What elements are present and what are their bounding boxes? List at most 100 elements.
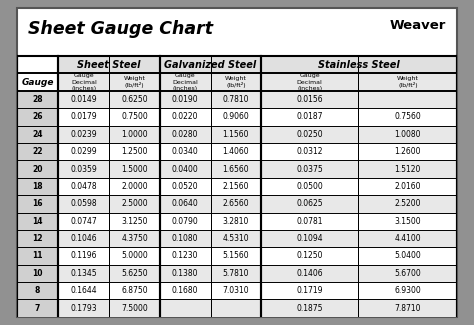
Text: 0.0299: 0.0299	[71, 147, 97, 156]
Text: Galvanized Steel: Galvanized Steel	[164, 60, 257, 70]
Text: 0.1080: 0.1080	[172, 234, 199, 243]
Text: Gauge
Decimal
(inches): Gauge Decimal (inches)	[173, 73, 198, 91]
Text: 6.8750: 6.8750	[121, 286, 148, 295]
Text: 0.6250: 0.6250	[121, 95, 148, 104]
FancyBboxPatch shape	[261, 73, 457, 91]
Text: 0.9060: 0.9060	[222, 112, 249, 121]
Text: 0.0149: 0.0149	[71, 95, 97, 104]
FancyBboxPatch shape	[58, 73, 160, 91]
Text: 14: 14	[32, 217, 43, 226]
FancyBboxPatch shape	[160, 56, 261, 73]
Text: 1.5120: 1.5120	[395, 164, 421, 174]
Text: Gauge
Decimal
(inches): Gauge Decimal (inches)	[71, 73, 97, 91]
Text: 0.0220: 0.0220	[172, 112, 199, 121]
Text: 7.0310: 7.0310	[223, 286, 249, 295]
Text: 26: 26	[32, 112, 43, 121]
Text: 1.5000: 1.5000	[121, 164, 148, 174]
Text: 0.0179: 0.0179	[71, 112, 97, 121]
FancyBboxPatch shape	[17, 108, 58, 125]
FancyBboxPatch shape	[17, 91, 58, 108]
Text: 10: 10	[32, 269, 43, 278]
Text: 1.2600: 1.2600	[394, 147, 421, 156]
FancyBboxPatch shape	[17, 282, 457, 299]
Text: Weight
(lb/ft²): Weight (lb/ft²)	[124, 76, 146, 88]
Text: 0.0781: 0.0781	[296, 217, 323, 226]
Text: 16: 16	[32, 199, 43, 208]
Text: 4.3750: 4.3750	[121, 234, 148, 243]
Text: 8: 8	[35, 286, 40, 295]
Text: Stainless Steel: Stainless Steel	[319, 60, 400, 70]
Text: 5.6700: 5.6700	[394, 269, 421, 278]
Text: 0.0250: 0.0250	[296, 130, 323, 139]
FancyBboxPatch shape	[160, 73, 261, 91]
FancyBboxPatch shape	[17, 143, 58, 160]
FancyBboxPatch shape	[17, 108, 457, 125]
Text: 5.0000: 5.0000	[121, 252, 148, 261]
FancyBboxPatch shape	[58, 56, 160, 73]
FancyBboxPatch shape	[17, 230, 58, 247]
Text: 2.5200: 2.5200	[394, 199, 421, 208]
Text: 0.1046: 0.1046	[71, 234, 97, 243]
Text: 0.0625: 0.0625	[296, 199, 323, 208]
Text: 0.1250: 0.1250	[296, 252, 323, 261]
Text: 3.1250: 3.1250	[121, 217, 148, 226]
FancyBboxPatch shape	[17, 160, 457, 178]
Text: 0.1719: 0.1719	[296, 286, 323, 295]
Text: 0.0280: 0.0280	[172, 130, 199, 139]
FancyBboxPatch shape	[17, 299, 457, 317]
FancyBboxPatch shape	[17, 230, 457, 247]
Text: 1.0000: 1.0000	[121, 130, 148, 139]
Text: 2.1560: 2.1560	[223, 182, 249, 191]
Text: 11: 11	[32, 252, 43, 261]
Text: 1.1560: 1.1560	[223, 130, 249, 139]
FancyBboxPatch shape	[17, 125, 457, 143]
FancyBboxPatch shape	[17, 247, 457, 265]
Text: 0.0500: 0.0500	[296, 182, 323, 191]
Text: 0.0239: 0.0239	[71, 130, 97, 139]
Text: Gauge
Decimal
(inches): Gauge Decimal (inches)	[297, 73, 323, 91]
FancyBboxPatch shape	[17, 160, 58, 178]
Text: 0.7560: 0.7560	[394, 112, 421, 121]
Text: Weaver: Weaver	[390, 20, 447, 32]
FancyBboxPatch shape	[17, 91, 457, 108]
FancyBboxPatch shape	[261, 56, 457, 73]
Text: 0.1644: 0.1644	[71, 286, 97, 295]
Text: 0.1680: 0.1680	[172, 286, 199, 295]
FancyBboxPatch shape	[17, 247, 58, 265]
Text: 22: 22	[32, 147, 43, 156]
Text: 0.0790: 0.0790	[172, 217, 199, 226]
Text: 3.2810: 3.2810	[223, 217, 249, 226]
Text: 0.0187: 0.0187	[296, 112, 323, 121]
Text: 1.2500: 1.2500	[121, 147, 148, 156]
Text: 0.0312: 0.0312	[296, 147, 323, 156]
FancyBboxPatch shape	[17, 265, 58, 282]
Text: 3.1500: 3.1500	[394, 217, 421, 226]
FancyBboxPatch shape	[17, 143, 457, 160]
FancyBboxPatch shape	[17, 265, 457, 282]
Text: Gauge: Gauge	[21, 78, 54, 86]
Text: 0.1793: 0.1793	[71, 304, 97, 313]
Text: 0.1094: 0.1094	[296, 234, 323, 243]
Text: 0.0156: 0.0156	[296, 95, 323, 104]
Text: 2.0000: 2.0000	[121, 182, 148, 191]
FancyBboxPatch shape	[17, 282, 58, 299]
Text: 18: 18	[32, 182, 43, 191]
Text: 0.1875: 0.1875	[296, 304, 323, 313]
Text: 5.6250: 5.6250	[121, 269, 148, 278]
Text: 0.0520: 0.0520	[172, 182, 199, 191]
Text: 4.5310: 4.5310	[223, 234, 249, 243]
FancyBboxPatch shape	[17, 195, 58, 213]
Text: 2.5000: 2.5000	[121, 199, 148, 208]
Text: 20: 20	[32, 164, 43, 174]
Text: 2.6560: 2.6560	[223, 199, 249, 208]
Text: 12: 12	[32, 234, 43, 243]
Text: 1.0080: 1.0080	[394, 130, 421, 139]
Text: 0.0747: 0.0747	[71, 217, 97, 226]
Text: 5.7810: 5.7810	[223, 269, 249, 278]
Text: 0.1345: 0.1345	[71, 269, 97, 278]
Text: 4.4100: 4.4100	[394, 234, 421, 243]
Text: 5.1560: 5.1560	[223, 252, 249, 261]
Text: 5.0400: 5.0400	[394, 252, 421, 261]
Text: 6.9300: 6.9300	[394, 286, 421, 295]
Text: 0.0598: 0.0598	[71, 199, 97, 208]
